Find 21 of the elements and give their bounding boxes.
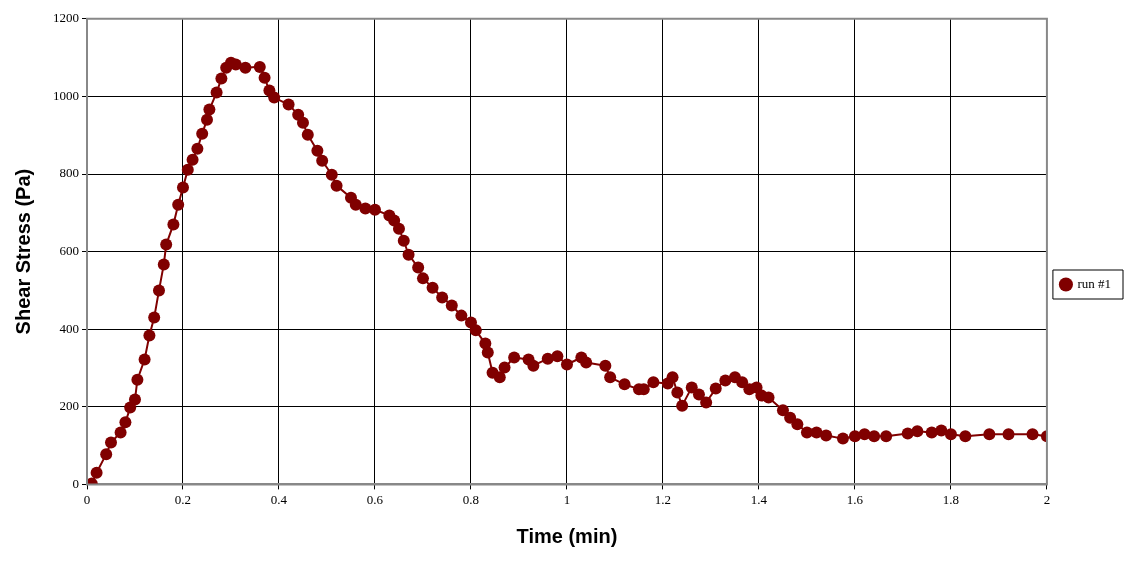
x-tick-label: 0.8 [462, 491, 480, 507]
y-tick-label: 1200 [53, 10, 79, 26]
x-axis-title: Time (min) [516, 524, 618, 547]
x-tick-label: 0.4 [270, 491, 288, 507]
y-tick-label: 0 [72, 475, 79, 491]
y-tick-label: 1000 [53, 87, 79, 103]
x-tick-label: 2 [1043, 491, 1051, 507]
y-axis-title: Shear Stress (Pa) [11, 168, 34, 335]
y-tick-label: 400 [59, 320, 79, 336]
x-tick-label: 0 [83, 491, 91, 507]
x-tick-label: 1 [563, 491, 571, 507]
x-tick-label: 0.2 [174, 491, 192, 507]
x-tick-label: 1.8 [942, 491, 960, 507]
y-tick-label: 200 [59, 398, 79, 414]
x-tick-label: 0.6 [366, 491, 384, 507]
y-tick-label: 800 [59, 165, 79, 181]
legend-label: run #1 [1077, 275, 1112, 291]
x-tick-label: 1.2 [654, 491, 672, 507]
x-tick-label: 1.6 [846, 491, 864, 507]
y-tick-label: 600 [59, 243, 79, 259]
x-tick-label: 1.4 [750, 491, 768, 507]
